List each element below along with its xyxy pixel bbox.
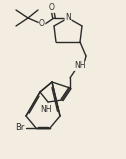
Text: NH: NH (74, 62, 86, 70)
Text: N: N (65, 14, 71, 23)
Text: NH: NH (40, 106, 52, 114)
Text: O: O (39, 20, 45, 28)
Text: N: N (65, 14, 71, 23)
Text: O: O (49, 3, 55, 13)
Text: Br: Br (15, 124, 25, 132)
